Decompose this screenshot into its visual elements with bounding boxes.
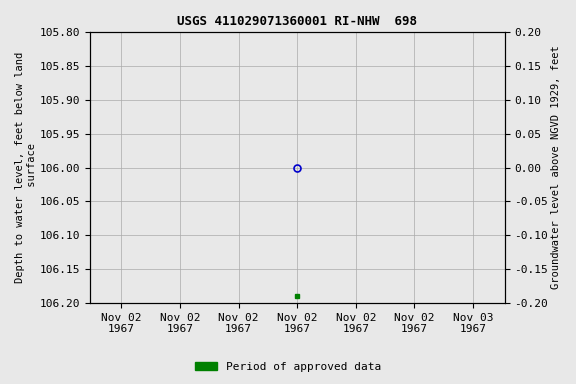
Legend: Period of approved data: Period of approved data <box>191 358 385 377</box>
Y-axis label: Groundwater level above NGVD 1929, feet: Groundwater level above NGVD 1929, feet <box>551 46 561 290</box>
Title: USGS 411029071360001 RI-NHW  698: USGS 411029071360001 RI-NHW 698 <box>177 15 417 28</box>
Y-axis label: Depth to water level, feet below land
 surface: Depth to water level, feet below land su… <box>15 52 37 283</box>
